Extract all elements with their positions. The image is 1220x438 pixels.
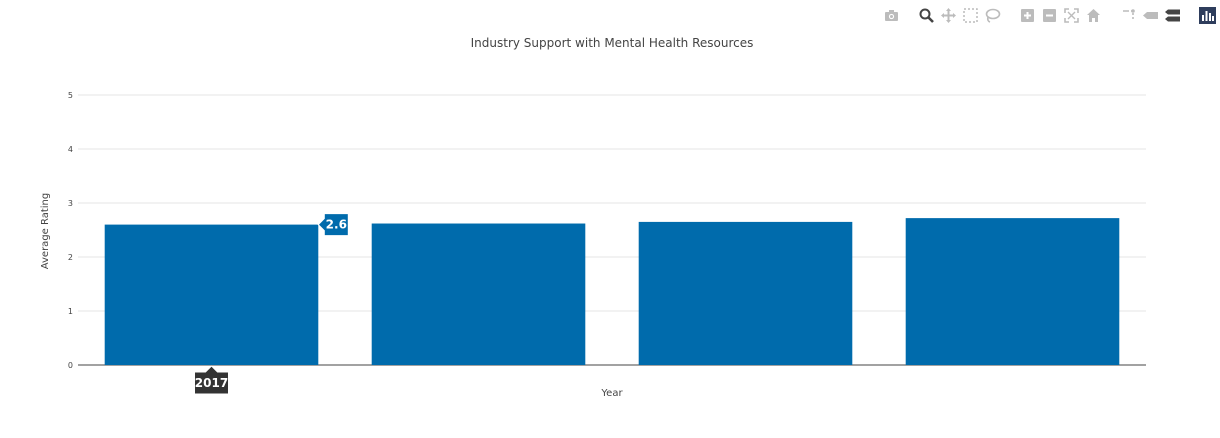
hover-x-text: 2017: [195, 376, 228, 390]
chart-title: Industry Support with Mental Health Reso…: [471, 36, 754, 50]
hover-compare-icon[interactable]: [1164, 7, 1181, 24]
bar[interactable]: [638, 221, 853, 365]
hover-closest-icon[interactable]: [1142, 7, 1159, 24]
bars: [104, 218, 1120, 365]
bar[interactable]: [905, 218, 1120, 365]
x-axis-title: Year: [600, 388, 623, 399]
pan-icon[interactable]: [940, 7, 957, 24]
spikelines-icon[interactable]: [1120, 7, 1137, 24]
zoom-icon[interactable]: [918, 7, 935, 24]
y-tick-label: 1: [68, 307, 73, 316]
modebar: [883, 6, 1216, 24]
hover-y-text: 2.6: [326, 218, 347, 232]
y-tick-label: 3: [68, 199, 73, 208]
y-tick-label: 5: [68, 91, 73, 100]
bar[interactable]: [371, 223, 586, 365]
y-axis-title: Average Rating: [40, 193, 51, 269]
y-tick-label: 0: [68, 361, 73, 370]
zoom-in-icon[interactable]: [1019, 7, 1036, 24]
lasso-select-icon[interactable]: [984, 7, 1001, 24]
plotly-logo-icon[interactable]: [1199, 6, 1216, 24]
hover-y-label: 2.6: [317, 213, 349, 237]
hover-y-box: [317, 213, 349, 237]
zoom-out-icon[interactable]: [1041, 7, 1058, 24]
y-tick-label: 2: [68, 253, 73, 262]
box-select-icon[interactable]: [962, 7, 979, 24]
hover-x-box: [194, 365, 229, 395]
bar[interactable]: [104, 224, 319, 365]
y-tick-labels: 0 1 2 3 4 5: [68, 91, 73, 370]
home-icon[interactable]: [1085, 7, 1102, 24]
camera-icon[interactable]: [883, 7, 900, 24]
hover-labels: 2.6 2017: [194, 213, 349, 395]
y-tick-label: 4: [68, 145, 73, 154]
autoscale-icon[interactable]: [1063, 7, 1080, 24]
hover-x-label: 2017: [194, 365, 229, 395]
